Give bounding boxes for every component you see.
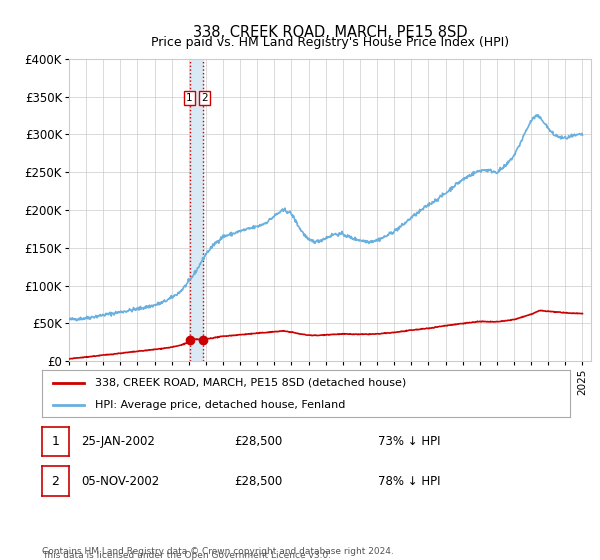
Text: 338, CREEK ROAD, MARCH, PE15 8SD (detached house): 338, CREEK ROAD, MARCH, PE15 8SD (detach… (95, 378, 406, 388)
Text: 2: 2 (201, 93, 208, 103)
Bar (190, 59, 203, 361)
Text: 1: 1 (52, 435, 59, 449)
Text: HPI: Average price, detached house, Fenland: HPI: Average price, detached house, Fenl… (95, 400, 345, 410)
Text: Price paid vs. HM Land Registry's House Price Index (HPI): Price paid vs. HM Land Registry's House … (151, 36, 509, 49)
Text: £28,500: £28,500 (234, 435, 282, 449)
Text: 25-JAN-2002: 25-JAN-2002 (81, 435, 155, 449)
Text: 1: 1 (186, 93, 193, 103)
Text: 73% ↓ HPI: 73% ↓ HPI (378, 435, 440, 449)
Text: This data is licensed under the Open Government Licence v3.0.: This data is licensed under the Open Gov… (42, 551, 331, 560)
Text: 05-NOV-2002: 05-NOV-2002 (81, 474, 159, 488)
Text: Contains HM Land Registry data © Crown copyright and database right 2024.: Contains HM Land Registry data © Crown c… (42, 547, 394, 556)
Text: £28,500: £28,500 (234, 474, 282, 488)
Text: 2: 2 (52, 474, 59, 488)
Text: 338, CREEK ROAD, MARCH, PE15 8SD: 338, CREEK ROAD, MARCH, PE15 8SD (193, 25, 467, 40)
Text: 78% ↓ HPI: 78% ↓ HPI (378, 474, 440, 488)
